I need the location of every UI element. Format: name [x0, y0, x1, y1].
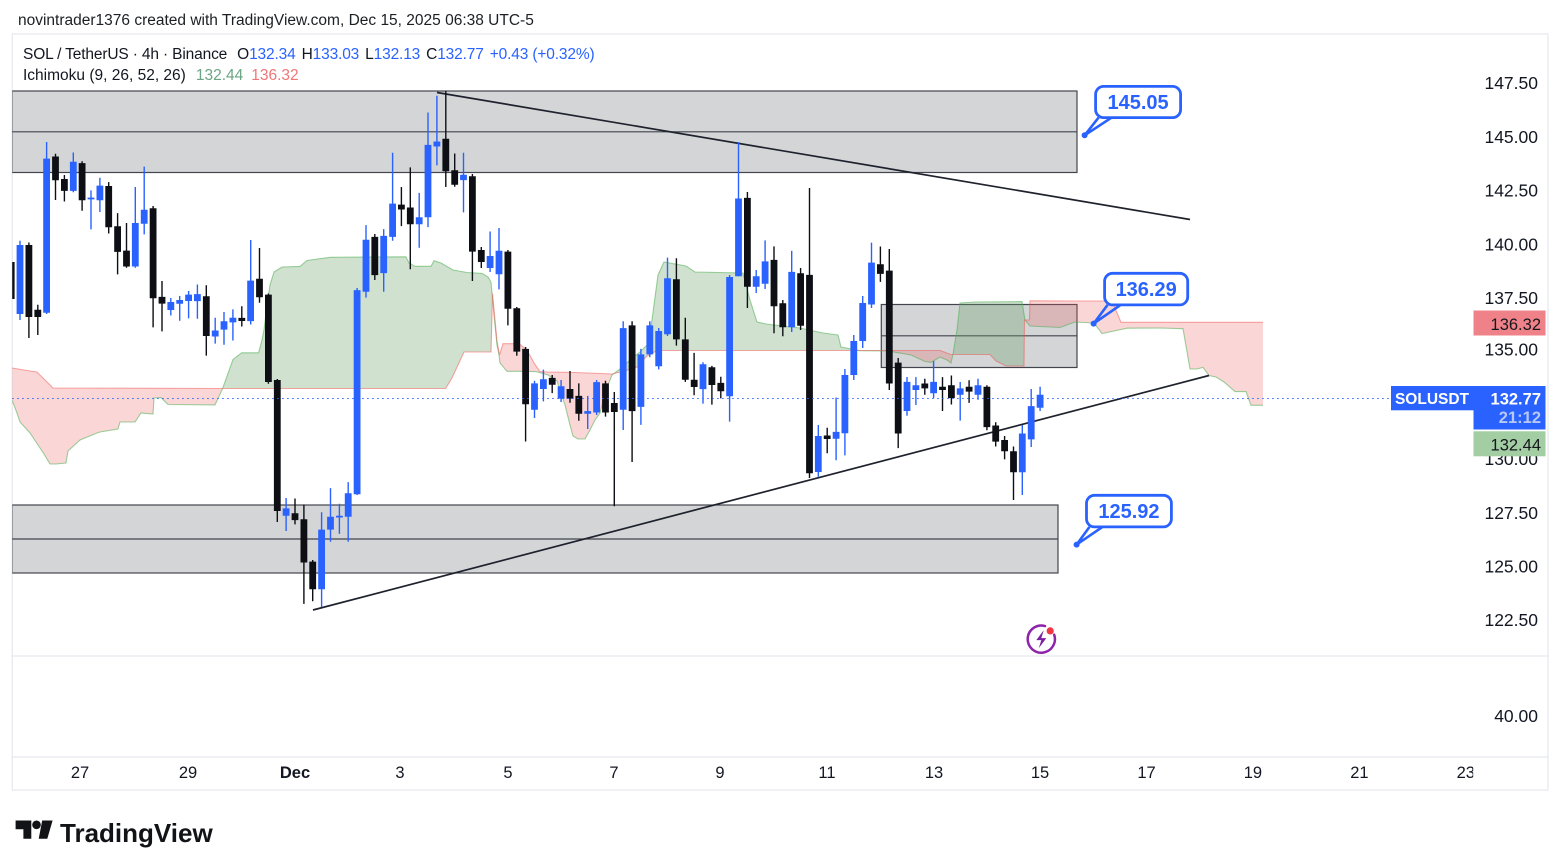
svg-text:29: 29	[179, 764, 197, 782]
svg-text:145.00: 145.00	[1484, 127, 1538, 147]
svg-text:145.05: 145.05	[1108, 92, 1169, 114]
svg-text:SOLUSDT: SOLUSDT	[1395, 391, 1470, 408]
svg-text:125.92: 125.92	[1098, 501, 1159, 523]
svg-text:147.50: 147.50	[1484, 73, 1538, 93]
svg-text:5: 5	[503, 764, 512, 782]
svg-text:Dec: Dec	[280, 764, 310, 782]
svg-text:19: 19	[1244, 764, 1262, 782]
svg-text:40.00: 40.00	[1494, 706, 1538, 726]
svg-text:7: 7	[609, 764, 618, 782]
svg-text:23: 23	[1457, 764, 1475, 782]
svg-text:135.00: 135.00	[1484, 340, 1538, 360]
svg-text:21: 21	[1350, 764, 1368, 782]
svg-text:13: 13	[925, 764, 943, 782]
svg-text:140.00: 140.00	[1484, 234, 1538, 254]
svg-text:136.32: 136.32	[1491, 316, 1541, 334]
svg-text:132.44: 132.44	[1491, 437, 1541, 455]
svg-text:122.50: 122.50	[1484, 610, 1538, 630]
svg-text:27: 27	[71, 764, 89, 782]
svg-text:132.77: 132.77	[1491, 391, 1541, 409]
svg-text:137.50: 137.50	[1484, 288, 1538, 308]
svg-text:125.00: 125.00	[1484, 557, 1538, 577]
svg-text:9: 9	[715, 764, 724, 782]
svg-text:novintrader1376 created with T: novintrader1376 created with TradingView…	[18, 12, 534, 29]
svg-text:21:12: 21:12	[1499, 409, 1541, 427]
svg-text:3: 3	[395, 764, 404, 782]
svg-text:142.50: 142.50	[1484, 181, 1538, 201]
svg-text:136.29: 136.29	[1116, 279, 1177, 301]
svg-text:17: 17	[1137, 764, 1155, 782]
svg-text:15: 15	[1031, 764, 1049, 782]
svg-text:127.50: 127.50	[1484, 503, 1538, 523]
svg-text:Ichimoku (9, 26, 52, 26)132.44: Ichimoku (9, 26, 52, 26) 132.44 136.32	[23, 67, 299, 84]
svg-text:TradingView: TradingView	[60, 818, 213, 848]
svg-text:11: 11	[818, 764, 835, 782]
